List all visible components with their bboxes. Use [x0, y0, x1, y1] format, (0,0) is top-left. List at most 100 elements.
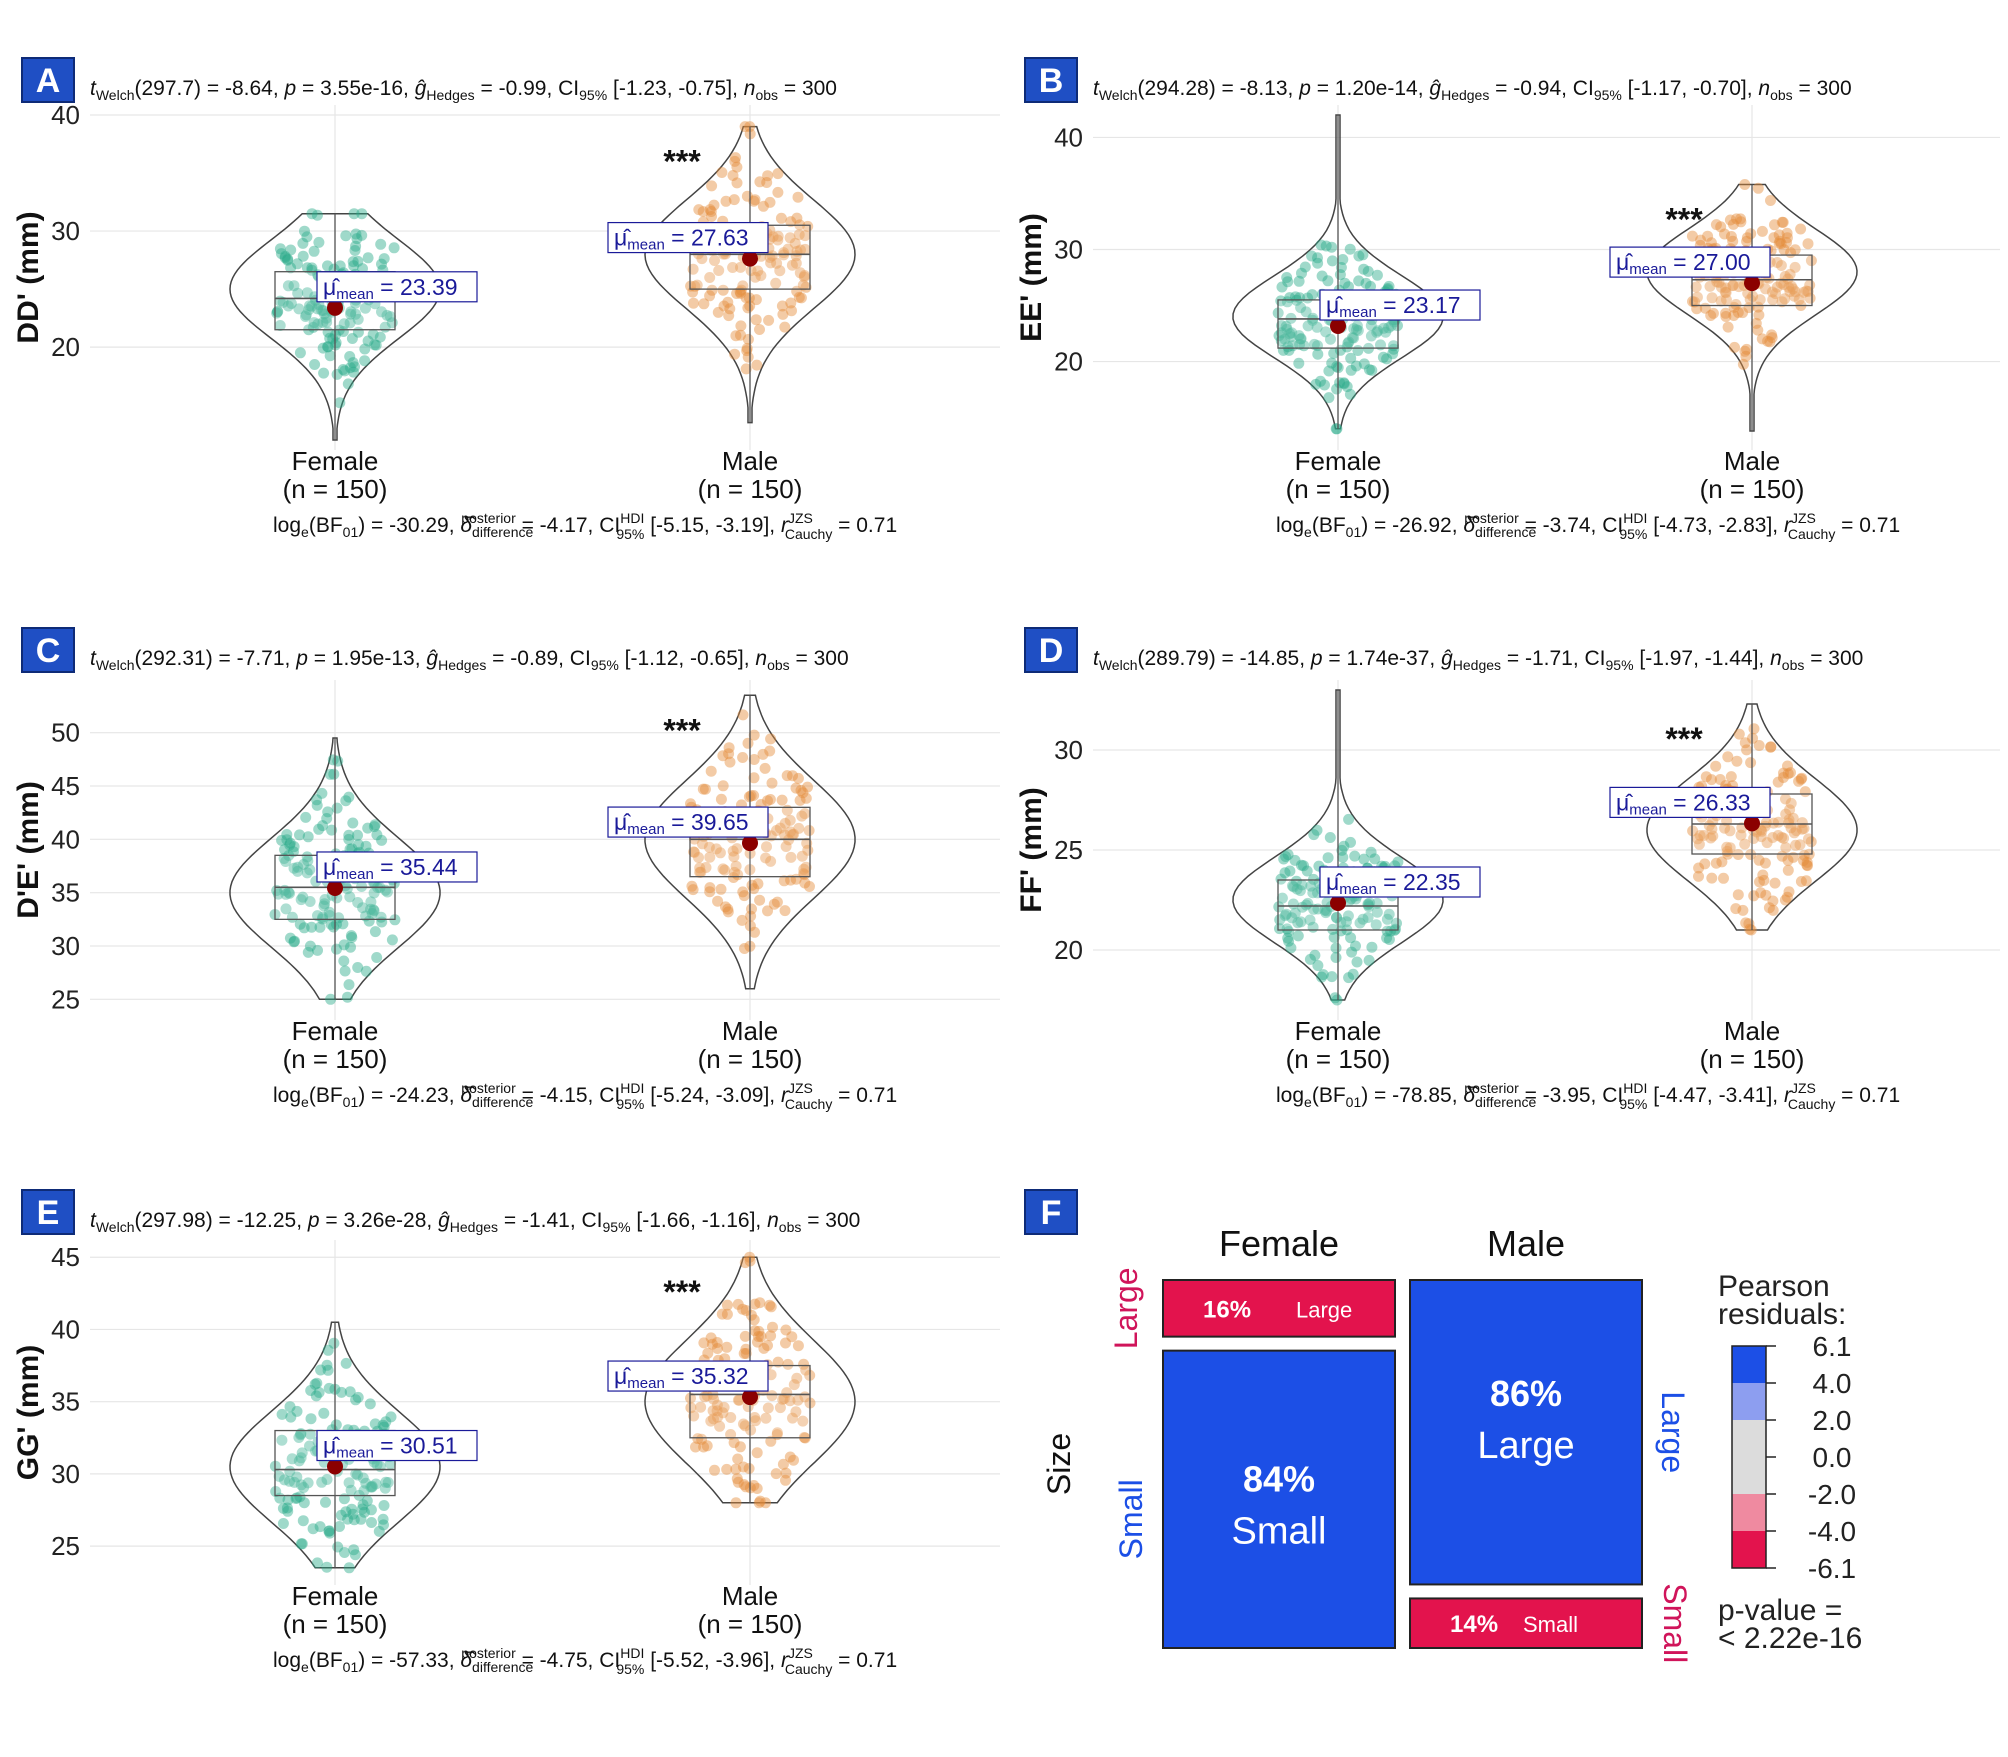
data-point [321, 1474, 333, 1485]
data-point [774, 822, 786, 834]
data-point [757, 200, 769, 212]
data-point [1323, 365, 1335, 377]
data-point [1748, 833, 1760, 844]
data-point [1330, 942, 1342, 954]
data-point [709, 255, 720, 266]
data-point [1288, 881, 1300, 893]
data-point [305, 1413, 317, 1425]
data-point [297, 891, 309, 903]
mosaic-cell-male-small [1409, 1597, 1643, 1649]
data-point [1371, 906, 1383, 918]
data-point [388, 242, 400, 254]
data-point [787, 829, 798, 841]
data-point [711, 1337, 723, 1348]
data-point [285, 1411, 297, 1423]
data-point [712, 306, 724, 318]
data-point [739, 943, 750, 954]
data-point [1305, 880, 1317, 892]
text-span: = 300 [778, 77, 837, 100]
data-point [1293, 275, 1305, 287]
data-point [1328, 931, 1340, 943]
y-tick-label: 25 [51, 984, 80, 1014]
data-point [1344, 243, 1356, 255]
data-point [330, 337, 342, 349]
data-point [318, 1407, 330, 1419]
text-span: = 3.26e-28, [320, 1209, 439, 1232]
data-point [708, 1393, 720, 1405]
mean-dot [327, 299, 343, 316]
text-span: Hedges [1441, 87, 1489, 103]
data-point [1322, 852, 1334, 864]
data-point [804, 881, 815, 892]
data-point [728, 194, 740, 206]
text-span: mean [1339, 304, 1377, 321]
mean-label: μ̂mean = 22.35 [1326, 869, 1461, 898]
data-point [1366, 941, 1378, 953]
data-point [293, 1455, 305, 1467]
data-point [382, 1477, 394, 1488]
data-point [1334, 377, 1346, 389]
data-point [785, 874, 797, 886]
data-point [1300, 899, 1312, 911]
text-span: = -0.89, CI [486, 647, 590, 670]
data-point [1780, 842, 1792, 854]
data-point [1720, 294, 1732, 306]
data-point [1728, 301, 1740, 313]
text-span: Cauchy [1788, 1096, 1835, 1112]
data-point [314, 921, 326, 933]
data-point [284, 839, 296, 851]
data-point [302, 1477, 314, 1489]
text-span: 95% [1619, 1096, 1647, 1112]
data-point [1765, 741, 1777, 753]
data-point [1276, 320, 1287, 332]
data-point [1326, 241, 1338, 253]
data-point [1366, 364, 1378, 376]
data-point [730, 152, 741, 164]
data-point [1750, 317, 1762, 329]
data-point [1381, 913, 1393, 925]
data-point [1758, 874, 1770, 886]
data-point [764, 745, 776, 757]
data-point [1802, 286, 1814, 297]
text-span: e [301, 524, 309, 540]
data-point [759, 762, 771, 774]
data-point [795, 292, 807, 304]
data-point [744, 1251, 756, 1263]
data-point [1300, 306, 1312, 318]
data-point [322, 1364, 334, 1376]
x-category-label: Male [1724, 446, 1780, 476]
data-point [1718, 872, 1729, 884]
data-point [322, 806, 334, 818]
data-point [344, 891, 356, 903]
y-axis-label: EE' (mm) [1015, 213, 1048, 342]
data-point [1798, 855, 1809, 866]
text-span: = 22.35 [1377, 869, 1461, 895]
text-span: 95% [591, 657, 619, 673]
data-point [1383, 280, 1395, 292]
data-point [1284, 865, 1296, 877]
data-point [292, 865, 304, 877]
data-point [693, 204, 705, 216]
data-point [1737, 307, 1749, 319]
data-point [764, 794, 776, 805]
text-span: ĝ [415, 77, 427, 100]
data-point [752, 1336, 763, 1348]
data-point [1771, 257, 1783, 268]
data-point [742, 333, 754, 345]
text-span: = -1.41, CI [498, 1209, 602, 1232]
data-point [691, 279, 703, 291]
data-point [754, 1495, 766, 1507]
data-point [343, 1562, 355, 1574]
text-span: [-1.23, -0.75], [607, 77, 744, 100]
data-point [723, 310, 735, 322]
mosaic-cell-label: Small [1231, 1510, 1326, 1552]
data-point [1767, 895, 1779, 907]
panel-badge-b: B [1024, 57, 1078, 103]
data-point [778, 247, 790, 259]
x-category-n: (n = 150) [698, 1044, 803, 1074]
data-point [717, 284, 729, 296]
data-point [738, 890, 750, 902]
data-point [1727, 218, 1739, 230]
data-point [1383, 908, 1395, 920]
data-point [714, 1420, 726, 1432]
